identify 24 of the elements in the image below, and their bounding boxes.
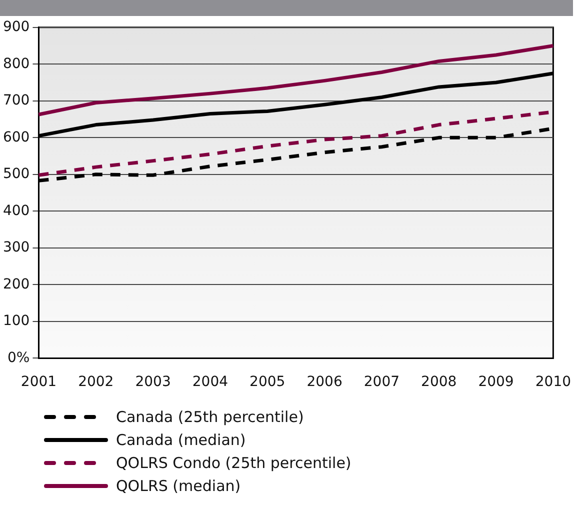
legend-label: Canada (25th percentile) [116, 408, 304, 426]
x-tick-label: 2001 [20, 374, 57, 390]
y-tick-label: 700 [2, 92, 30, 109]
legend-label: QOLRS (median) [116, 476, 241, 494]
y-tick-label: 300 [2, 240, 30, 256]
legend-label: QOLRS Condo (25th percentile) [116, 454, 352, 472]
x-tick-label: 2009 [478, 374, 514, 390]
x-tick-label: 2007 [364, 374, 400, 390]
y-tick-label: 200 [2, 276, 30, 292]
legend-label: Canada (median) [116, 430, 246, 448]
y-tick-label: 800 [2, 56, 30, 72]
y-tick-label: 500 [2, 166, 30, 182]
y-tick-label: 400 [2, 202, 30, 219]
x-tick-label: 2004 [192, 374, 228, 390]
x-tick-label: 2010 [535, 374, 572, 390]
x-tick-label: 2005 [250, 374, 286, 390]
x-tick-label: 2002 [78, 374, 114, 390]
y-tick-label: 100 [2, 313, 30, 330]
x-tick-label: 2008 [421, 374, 457, 390]
x-tick-label: 2006 [306, 374, 342, 390]
y-tick-label: 600 [2, 129, 30, 146]
y-tick-label: 900 [2, 19, 30, 36]
y-tick-label: 0% [8, 350, 30, 366]
x-tick-label: 2003 [135, 374, 171, 390]
